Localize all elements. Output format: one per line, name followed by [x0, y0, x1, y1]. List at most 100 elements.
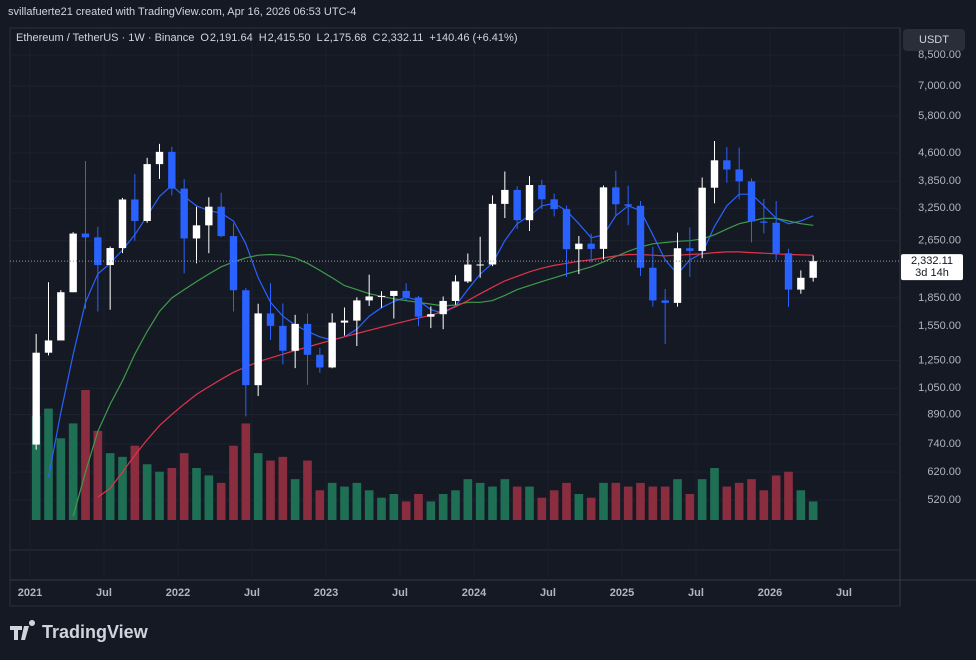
- legend-value: 2,191.64: [210, 32, 253, 44]
- candle-body: [365, 296, 373, 301]
- candle-body: [587, 243, 595, 249]
- candle-body: [303, 323, 312, 355]
- volume-bar: [253, 453, 263, 520]
- volume-bar: [414, 494, 423, 520]
- legend-value: 2,415.50: [268, 32, 311, 44]
- volume-bar: [327, 482, 337, 520]
- candle-body: [254, 313, 262, 386]
- candle-body: [106, 248, 114, 266]
- y-tick-label: 620.00: [927, 466, 961, 478]
- y-tick-label: 4,600.00: [918, 147, 961, 159]
- y-tick-label: 740.00: [927, 438, 961, 450]
- volume-bar: [278, 456, 288, 520]
- volume-bar: [241, 423, 251, 520]
- candle-body: [377, 295, 386, 297]
- volume-bar: [130, 445, 140, 520]
- x-tick-label: Jul: [392, 587, 408, 599]
- candle-body: [131, 199, 139, 221]
- candle-body: [205, 206, 213, 226]
- volume-bar: [389, 494, 399, 520]
- last-price-tag: [901, 254, 963, 281]
- volume-bar: [68, 423, 78, 520]
- volume-bar: [229, 445, 238, 520]
- candle-body: [155, 151, 164, 165]
- x-tick-label: Jul: [96, 587, 112, 599]
- candle-body: [32, 352, 40, 445]
- candle-body: [797, 277, 805, 290]
- candle-body: [451, 281, 460, 301]
- volume-bar: [364, 490, 374, 520]
- volume-bar: [266, 460, 275, 520]
- candle-body: [612, 187, 620, 205]
- legend-key: L: [317, 32, 323, 44]
- candle-body: [599, 187, 608, 249]
- candle-body: [340, 320, 349, 323]
- candle-body: [44, 340, 53, 353]
- volume-bar: [599, 482, 608, 520]
- candle-body: [710, 160, 719, 188]
- candle-body: [784, 253, 793, 290]
- legend-value: 2,175.68: [324, 32, 367, 44]
- y-tick-label: 3,850.00: [918, 175, 961, 187]
- candle-body: [723, 160, 731, 170]
- volume-bar: [401, 501, 411, 520]
- volume-bar: [142, 464, 152, 520]
- volume-bar: [340, 486, 349, 520]
- currency-label[interactable]: USDT: [919, 34, 949, 46]
- candle-body: [266, 313, 275, 326]
- candle-body: [538, 185, 546, 200]
- x-tick-label: Jul: [836, 587, 852, 599]
- volume-bar: [574, 494, 584, 520]
- candle-body: [464, 264, 472, 282]
- y-tick-label: 8,500.00: [918, 49, 961, 61]
- header-caption: svillafuerte21 created with TradingView.…: [8, 6, 356, 18]
- candle-body: [180, 188, 188, 239]
- volume-bar: [611, 482, 621, 520]
- moving-average: [97, 251, 814, 498]
- candle-body: [747, 181, 756, 222]
- x-tick-label: 2026: [758, 587, 782, 599]
- x-tick-label: 2025: [610, 587, 634, 599]
- volume-bar: [438, 494, 448, 520]
- volume-bar: [167, 468, 177, 520]
- candle-body: [57, 292, 65, 341]
- candle-body: [686, 248, 694, 251]
- volume-bar: [734, 482, 744, 520]
- x-tick-label: 2022: [166, 587, 190, 599]
- legend-key: O: [200, 32, 209, 44]
- volume-bar: [537, 497, 547, 520]
- legend-key: H: [259, 32, 267, 44]
- candle-body: [513, 189, 521, 221]
- volume-bar: [204, 475, 214, 520]
- candle-body: [673, 248, 682, 303]
- brand-logo: TradingView: [10, 620, 149, 642]
- candle-body: [439, 300, 447, 315]
- candle-body: [649, 267, 657, 301]
- candle-body: [735, 169, 743, 182]
- candle-body: [242, 290, 250, 386]
- volume-bar: [796, 490, 806, 520]
- volume-bar: [512, 486, 522, 520]
- volume-bar: [722, 486, 732, 520]
- candle-body: [427, 314, 435, 317]
- candle-body: [772, 222, 780, 254]
- x-tick-label: Jul: [688, 587, 704, 599]
- volume-bar: [463, 479, 473, 520]
- candle-body: [562, 209, 571, 250]
- volume-bar: [426, 501, 436, 520]
- volume-bar: [290, 479, 300, 520]
- volume-bar: [636, 482, 645, 520]
- volume-bar: [562, 482, 571, 520]
- volume-bar: [747, 479, 756, 520]
- candle-body: [316, 354, 324, 368]
- volume-bar: [179, 453, 189, 520]
- currency-button[interactable]: [903, 29, 965, 51]
- candle-body: [414, 297, 423, 317]
- y-tick-label: 5,800.00: [918, 110, 961, 122]
- brand-name: TradingView: [42, 622, 149, 642]
- logo-mark: [10, 620, 36, 640]
- volume-bar: [352, 482, 362, 520]
- volume-bar: [216, 482, 226, 520]
- candle-body: [390, 290, 398, 296]
